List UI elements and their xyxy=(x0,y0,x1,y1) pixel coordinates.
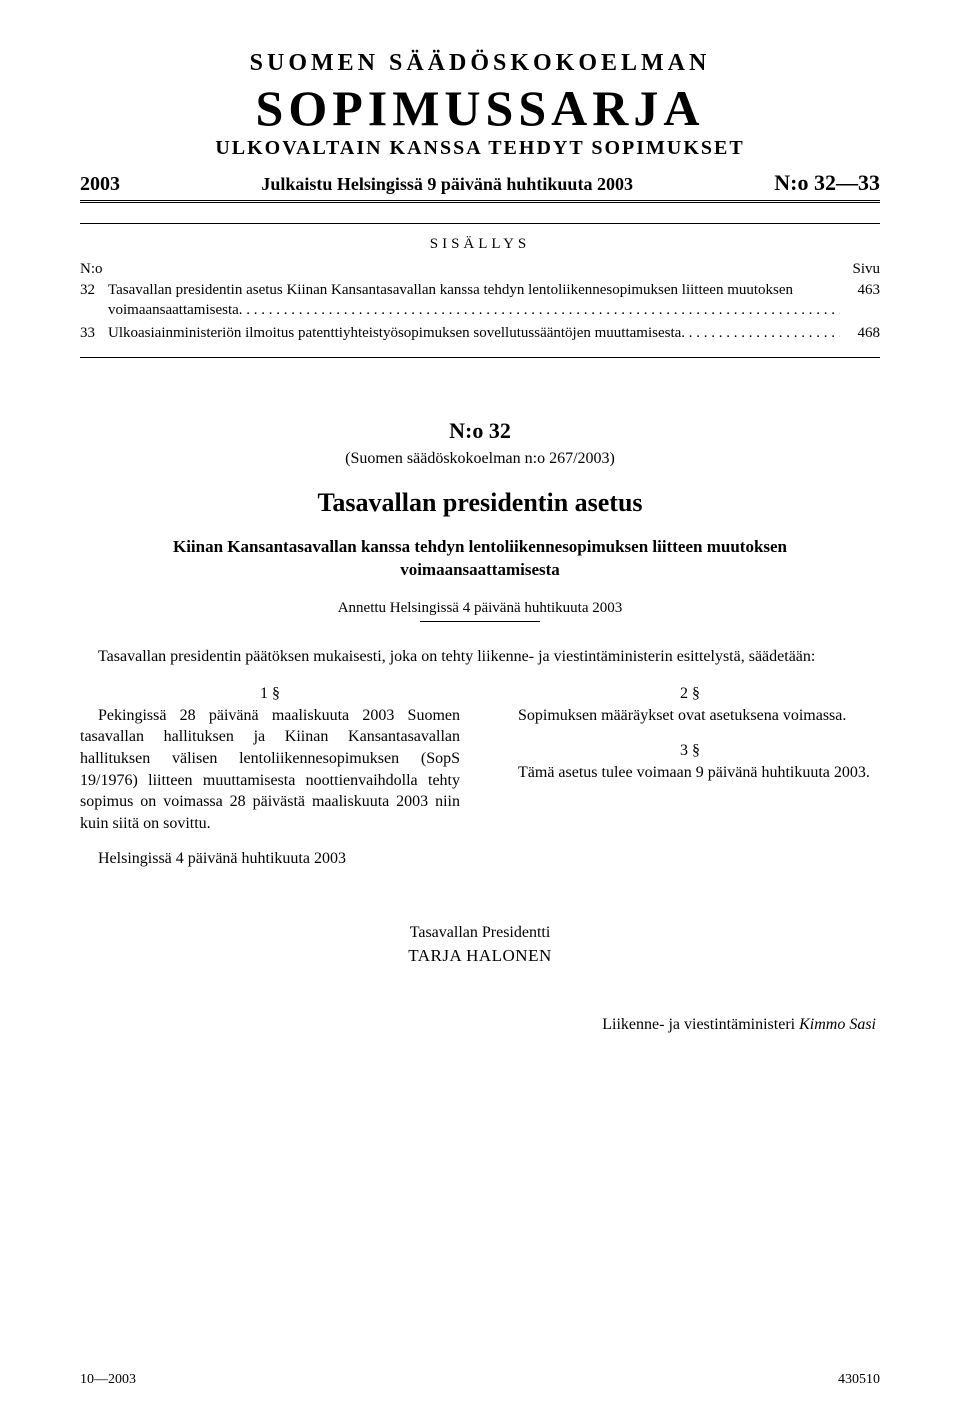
section-1-head: 1 § xyxy=(80,683,460,705)
minister-line: Liikenne- ja viestintäministeri Kimmo Sa… xyxy=(80,1016,880,1034)
masthead-line1: SUOMEN SÄÄDÖSKOKOELMAN xyxy=(80,50,880,77)
toc-row: 33 Ulkoasiainministeriön ilmoitus patent… xyxy=(80,323,880,343)
toc: SISÄLLYS N:o Sivu 32 Tasavallan presiden… xyxy=(80,223,880,358)
footer-left: 10—2003 xyxy=(80,1372,136,1388)
minister-label: Liikenne- ja viestintäministeri xyxy=(602,1016,799,1033)
toc-row-num: 32 xyxy=(80,280,108,321)
publication-issue: N:o 32—33 xyxy=(774,170,880,196)
act-subject: Kiinan Kansantasavallan kanssa tehdyn le… xyxy=(140,536,820,582)
section-1-text: Pekingissä 28 päivänä maaliskuuta 2003 S… xyxy=(80,705,460,835)
signatory-block: Tasavallan Presidentti TARJA HALONEN xyxy=(80,924,880,966)
toc-row-text-inner: Tasavallan presidentin asetus Kiinan Kan… xyxy=(108,282,793,318)
publication-row: 2003 Julkaistu Helsingissä 9 päivänä huh… xyxy=(80,170,880,196)
toc-row-text: Ulkoasiainministeriön ilmoitus patenttiy… xyxy=(108,323,840,343)
toc-head-left: N:o xyxy=(80,261,103,278)
minister-name: Kimmo Sasi xyxy=(799,1016,876,1033)
toc-row: 32 Tasavallan presidentin asetus Kiinan … xyxy=(80,280,880,321)
toc-row-page: 468 xyxy=(840,323,880,343)
body-columns: 1 § Pekingissä 28 päivänä maaliskuuta 20… xyxy=(80,683,880,884)
section-3-text: Tämä asetus tulee voimaan 9 päivänä huht… xyxy=(500,762,880,784)
act-number: N:o 32 xyxy=(80,418,880,444)
signatory-title: Tasavallan Presidentti xyxy=(80,924,880,942)
toc-row-text-inner: Ulkoasiainministeriön ilmoitus patenttiy… xyxy=(108,325,681,341)
masthead-line3: ULKOVALTAIN KANSSA TEHDYT SOPIMUKSET xyxy=(80,137,880,160)
footer-right: 430510 xyxy=(838,1372,880,1388)
act-given-date: Annettu Helsingissä 4 päivänä huhtikuuta… xyxy=(80,600,880,617)
column-right: 2 § Sopimuksen määräykset ovat asetuksen… xyxy=(500,683,880,884)
footer: 10—2003 430510 xyxy=(80,1372,880,1388)
section-3-head: 3 § xyxy=(500,740,880,762)
given-rule xyxy=(420,621,540,622)
act-reference: (Suomen säädöskokoelman n:o 267/2003) xyxy=(80,450,880,468)
toc-row-text: Tasavallan presidentin asetus Kiinan Kan… xyxy=(108,280,840,321)
section-2-head: 2 § xyxy=(500,683,880,705)
masthead-rule xyxy=(80,200,880,203)
place-date: Helsingissä 4 päivänä huhtikuuta 2003 xyxy=(80,848,460,870)
publication-year: 2003 xyxy=(80,173,120,196)
act-title: Tasavallan presidentin asetus xyxy=(80,488,880,518)
toc-row-num: 33 xyxy=(80,323,108,343)
toc-title: SISÄLLYS xyxy=(80,236,880,253)
masthead: SUOMEN SÄÄDÖSKOKOELMAN SOPIMUSSARJA ULKO… xyxy=(80,50,880,160)
toc-row-page: 463 xyxy=(840,280,880,321)
toc-head-right: Sivu xyxy=(852,261,880,278)
section-2-text: Sopimuksen määräykset ovat asetuksena vo… xyxy=(500,705,880,727)
masthead-line2: SOPIMUSSARJA xyxy=(80,79,880,137)
signatory-name: TARJA HALONEN xyxy=(80,946,880,966)
column-left: 1 § Pekingissä 28 päivänä maaliskuuta 20… xyxy=(80,683,460,884)
preamble: Tasavallan presidentin päätöksen mukaise… xyxy=(80,646,880,668)
toc-header: N:o Sivu xyxy=(80,261,880,278)
publication-date: Julkaistu Helsingissä 9 päivänä huhtikuu… xyxy=(261,174,633,195)
